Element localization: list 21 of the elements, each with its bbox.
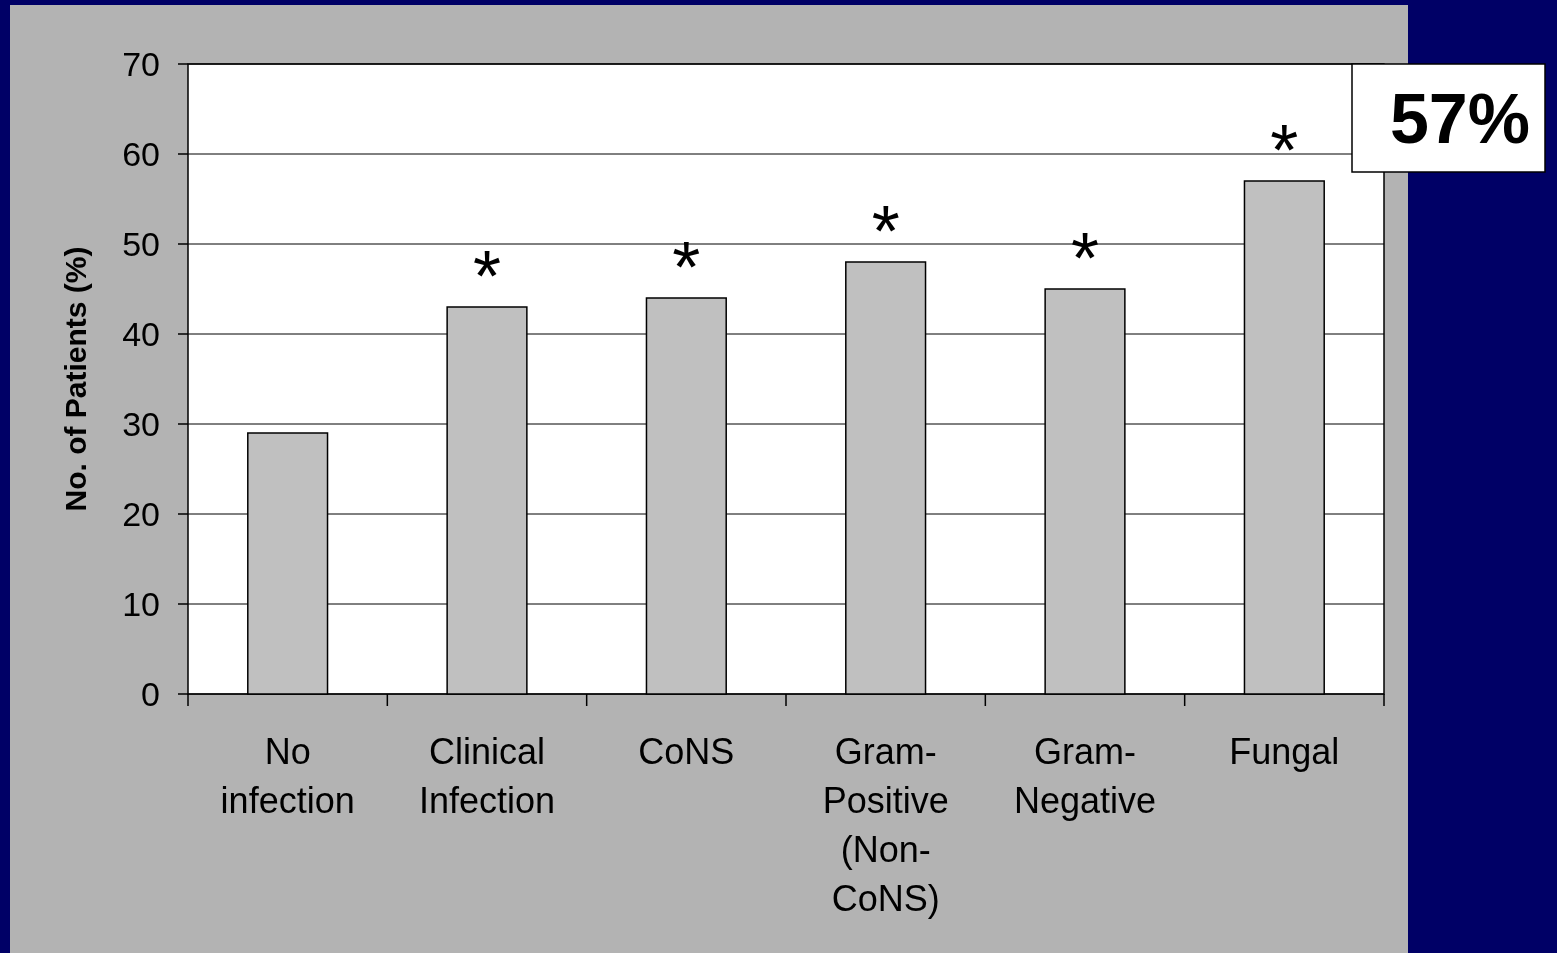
y-tick-label: 0: [141, 674, 160, 713]
y-axis-title: No. of Patients (%): [59, 246, 92, 512]
y-tick-label: 60: [122, 134, 160, 173]
x-tick-label: Fungal: [1229, 731, 1340, 772]
annotation: *: [672, 227, 701, 307]
x-tick-label: Gram-Positive (Non-CoNS): [822, 731, 949, 919]
annotation: *: [1270, 110, 1299, 190]
y-tick-label: 30: [122, 404, 160, 443]
annotation: *: [871, 191, 900, 271]
annotation: *: [472, 236, 502, 316]
y-tick-label: 40: [122, 314, 160, 353]
y-tick-label: 50: [122, 224, 160, 263]
x-tick-label: Clinical Infection: [418, 731, 556, 821]
annotation: *: [1070, 218, 1100, 298]
text: 57%: [1389, 79, 1531, 158]
y-tick-label: 70: [122, 44, 160, 83]
x-tick-label: No infection: [220, 731, 355, 821]
x-tick-label: CoNS: [638, 731, 735, 772]
y-tick-label: 20: [122, 494, 160, 533]
x-tick-label: Gram-Negative: [1013, 731, 1157, 821]
y-tick-label: 10: [122, 584, 160, 623]
